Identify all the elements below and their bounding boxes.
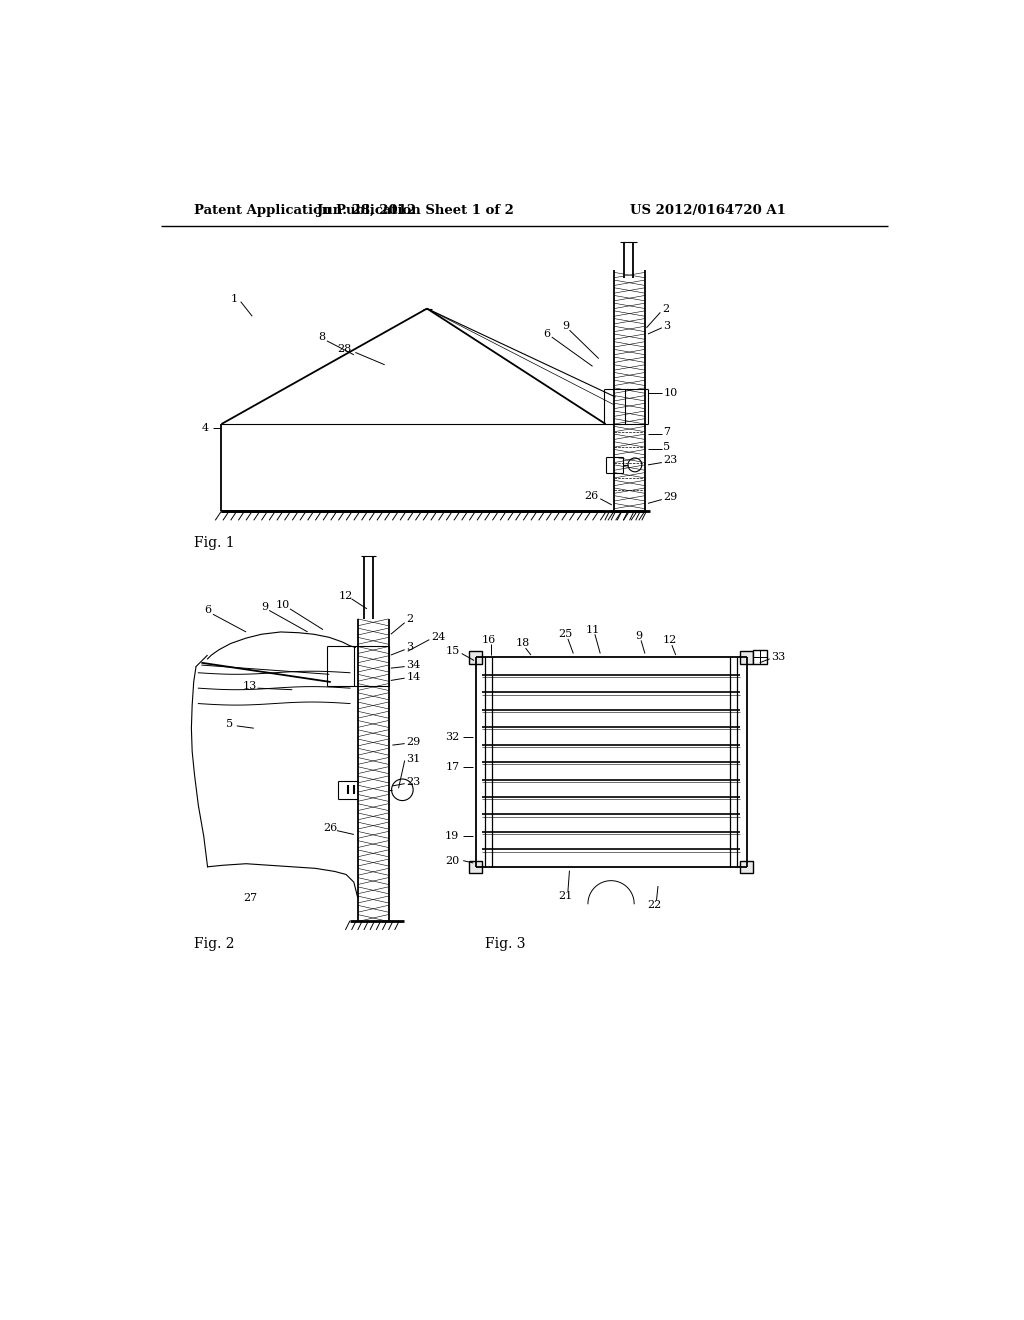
Text: 1: 1 (231, 293, 238, 304)
Text: 12: 12 (339, 591, 353, 601)
Text: 5: 5 (225, 719, 232, 730)
Text: 24: 24 (431, 632, 445, 643)
Text: 9: 9 (562, 321, 569, 331)
Text: 3: 3 (664, 321, 671, 331)
Text: 6: 6 (543, 329, 550, 339)
Bar (753, 649, 767, 664)
Text: 20: 20 (445, 855, 460, 866)
Bar (740, 861, 753, 873)
Bar (469, 651, 481, 664)
Text: 11: 11 (586, 624, 600, 635)
Text: 8: 8 (318, 333, 325, 342)
Text: 15: 15 (445, 647, 460, 656)
Text: 26: 26 (324, 824, 338, 833)
Text: 21: 21 (558, 891, 572, 902)
Text: 2: 2 (407, 614, 414, 624)
Text: 13: 13 (243, 681, 257, 690)
Text: 10: 10 (275, 601, 290, 610)
Text: 28: 28 (338, 345, 352, 354)
Bar (469, 861, 481, 873)
Text: 26: 26 (584, 491, 598, 500)
Text: 27: 27 (243, 892, 257, 903)
Text: 16: 16 (481, 635, 496, 644)
Text: 18: 18 (516, 639, 530, 648)
Text: 9: 9 (635, 631, 642, 640)
Text: US 2012/0164720 A1: US 2012/0164720 A1 (630, 205, 785, 218)
Text: 10: 10 (664, 388, 678, 399)
Text: 23: 23 (407, 777, 421, 787)
Text: Jun. 28, 2012  Sheet 1 of 2: Jun. 28, 2012 Sheet 1 of 2 (317, 205, 514, 218)
Text: Fig. 1: Fig. 1 (194, 536, 234, 550)
Text: 25: 25 (558, 630, 572, 639)
Text: 34: 34 (407, 660, 421, 671)
Text: 4: 4 (202, 422, 209, 433)
Text: 22: 22 (647, 900, 662, 911)
Text: Fig. 2: Fig. 2 (194, 937, 234, 950)
Text: 33: 33 (771, 652, 785, 663)
Text: 5: 5 (664, 442, 671, 453)
Text: 3: 3 (407, 643, 414, 652)
Text: 7: 7 (664, 426, 671, 437)
Text: 9: 9 (262, 602, 269, 611)
Text: Patent Application Publication: Patent Application Publication (194, 205, 421, 218)
Text: 2: 2 (662, 304, 669, 314)
Text: 29: 29 (664, 492, 678, 502)
Text: 29: 29 (407, 737, 421, 747)
Text: 32: 32 (445, 733, 460, 742)
Text: 12: 12 (663, 635, 677, 645)
Text: 31: 31 (407, 754, 421, 764)
Text: 19: 19 (445, 832, 460, 841)
Text: 17: 17 (445, 762, 460, 772)
Text: 14: 14 (407, 672, 421, 681)
Text: Fig. 3: Fig. 3 (484, 937, 525, 950)
Text: 6: 6 (204, 606, 211, 615)
Text: 23: 23 (664, 455, 678, 465)
Bar (740, 651, 753, 664)
